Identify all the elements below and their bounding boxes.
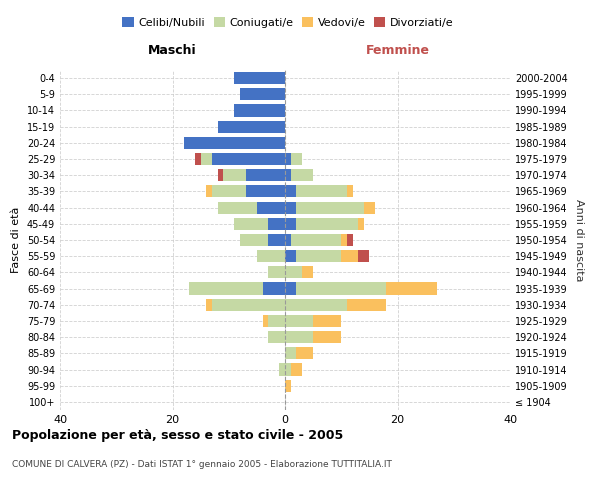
Bar [263, 282, 285, 294]
Bar [184, 137, 285, 149]
Bar [263, 315, 268, 327]
Bar [386, 282, 437, 294]
Bar [285, 234, 290, 246]
Bar [285, 298, 347, 311]
Bar [341, 250, 358, 262]
Bar [218, 202, 257, 213]
Y-axis label: Anni di nascita: Anni di nascita [574, 198, 584, 281]
Bar [268, 331, 285, 343]
Bar [245, 169, 285, 181]
Bar [285, 202, 296, 213]
Bar [347, 298, 386, 311]
Bar [280, 364, 285, 376]
Bar [195, 153, 200, 165]
Text: Femmine: Femmine [365, 44, 430, 57]
Bar [235, 104, 285, 117]
Bar [212, 298, 285, 311]
Bar [285, 218, 296, 230]
Bar [302, 266, 313, 278]
Bar [268, 234, 285, 246]
Bar [341, 234, 347, 246]
Bar [290, 234, 341, 246]
Bar [245, 186, 285, 198]
Bar [257, 250, 285, 262]
Bar [235, 218, 268, 230]
Bar [206, 298, 212, 311]
Bar [347, 234, 353, 246]
Text: Popolazione per età, sesso e stato civile - 2005: Popolazione per età, sesso e stato civil… [12, 430, 343, 442]
Bar [285, 169, 290, 181]
Bar [212, 153, 285, 165]
Bar [290, 153, 302, 165]
Bar [296, 218, 358, 230]
Bar [358, 218, 364, 230]
Bar [296, 250, 341, 262]
Bar [285, 380, 290, 392]
Bar [285, 186, 296, 198]
Bar [290, 169, 313, 181]
Bar [190, 282, 263, 294]
Bar [257, 202, 285, 213]
Bar [268, 315, 285, 327]
Bar [268, 218, 285, 230]
Bar [200, 153, 212, 165]
Bar [235, 72, 285, 84]
Bar [285, 315, 313, 327]
Bar [285, 153, 290, 165]
Bar [240, 234, 268, 246]
Text: Maschi: Maschi [148, 44, 197, 57]
Bar [296, 186, 347, 198]
Bar [296, 282, 386, 294]
Bar [285, 331, 313, 343]
Bar [296, 202, 364, 213]
Bar [285, 250, 296, 262]
Bar [212, 186, 245, 198]
Bar [218, 120, 285, 132]
Bar [313, 315, 341, 327]
Bar [313, 331, 341, 343]
Bar [206, 186, 212, 198]
Bar [358, 250, 370, 262]
Bar [223, 169, 245, 181]
Bar [285, 266, 302, 278]
Bar [285, 364, 290, 376]
Bar [268, 266, 285, 278]
Bar [364, 202, 375, 213]
Legend: Celibi/Nubili, Coniugati/e, Vedovi/e, Divorziati/e: Celibi/Nubili, Coniugati/e, Vedovi/e, Di… [118, 13, 458, 32]
Bar [285, 282, 296, 294]
Bar [290, 364, 302, 376]
Text: COMUNE DI CALVERA (PZ) - Dati ISTAT 1° gennaio 2005 - Elaborazione TUTTITALIA.IT: COMUNE DI CALVERA (PZ) - Dati ISTAT 1° g… [12, 460, 392, 469]
Bar [285, 348, 296, 360]
Bar [240, 88, 285, 101]
Y-axis label: Fasce di età: Fasce di età [11, 207, 21, 273]
Bar [296, 348, 313, 360]
Bar [347, 186, 353, 198]
Bar [218, 169, 223, 181]
